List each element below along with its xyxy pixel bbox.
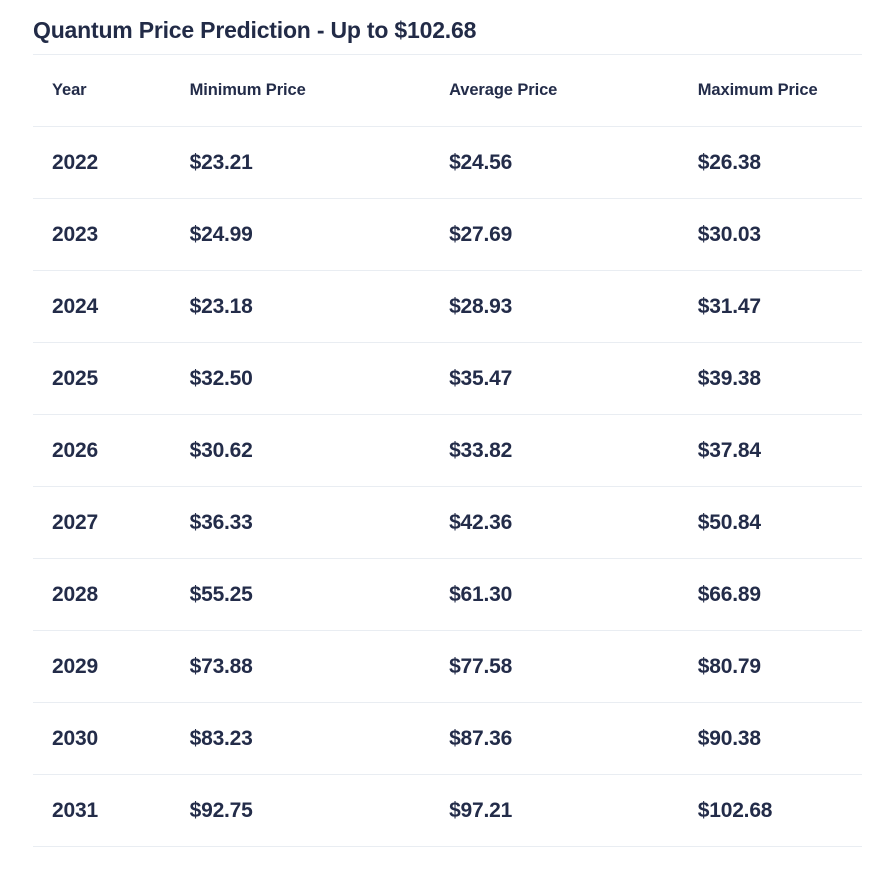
cell-average-price: $24.56	[430, 126, 679, 199]
cell-average-price: $27.69	[430, 198, 679, 271]
table-row: 2024 $23.18 $28.93 $31.47	[33, 270, 862, 343]
column-header-average-price: Average Price	[430, 54, 679, 127]
cell-minimum-price: $32.50	[170, 342, 431, 415]
cell-maximum-price: $39.38	[678, 342, 862, 415]
cell-year: 2031	[33, 774, 171, 847]
table-row: 2031 $92.75 $97.21 $102.68	[33, 774, 862, 847]
table-body: 2022 $23.21 $24.56 $26.38 2023 $24.99 $2…	[33, 126, 862, 847]
cell-minimum-price: $30.62	[170, 414, 431, 487]
cell-maximum-price: $90.38	[678, 702, 862, 775]
cell-year: 2026	[33, 414, 171, 487]
cell-minimum-price: $36.33	[170, 486, 431, 559]
cell-minimum-price: $24.99	[170, 198, 431, 271]
table-row: 2026 $30.62 $33.82 $37.84	[33, 414, 862, 487]
cell-minimum-price: $23.21	[170, 126, 431, 199]
cell-year: 2027	[33, 486, 171, 559]
cell-minimum-price: $23.18	[170, 270, 431, 343]
table-row: 2029 $73.88 $77.58 $80.79	[33, 630, 862, 703]
cell-average-price: $61.30	[430, 558, 679, 631]
cell-maximum-price: $66.89	[678, 558, 862, 631]
cell-average-price: $35.47	[430, 342, 679, 415]
table-row: 2023 $24.99 $27.69 $30.03	[33, 198, 862, 271]
cell-minimum-price: $83.23	[170, 702, 431, 775]
cell-year: 2022	[33, 126, 171, 199]
cell-average-price: $77.58	[430, 630, 679, 703]
table-row: 2027 $36.33 $42.36 $50.84	[33, 486, 862, 559]
cell-average-price: $42.36	[430, 486, 679, 559]
cell-minimum-price: $92.75	[170, 774, 431, 847]
cell-year: 2024	[33, 270, 171, 343]
cell-maximum-price: $102.68	[678, 774, 862, 847]
table-row: 2025 $32.50 $35.47 $39.38	[33, 342, 862, 415]
price-prediction-table: Year Minimum Price Average Price Maximum…	[33, 54, 862, 847]
cell-average-price: $33.82	[430, 414, 679, 487]
cell-year: 2025	[33, 342, 171, 415]
cell-average-price: $97.21	[430, 774, 679, 847]
column-header-minimum-price: Minimum Price	[170, 54, 431, 127]
column-header-year: Year	[33, 54, 171, 127]
column-header-maximum-price: Maximum Price	[678, 54, 862, 127]
table-header-row: Year Minimum Price Average Price Maximum…	[33, 54, 862, 127]
section-title: Quantum Price Prediction - Up to $102.68	[33, 17, 477, 43]
table-row: 2022 $23.21 $24.56 $26.38	[33, 126, 862, 199]
cell-maximum-price: $30.03	[678, 198, 862, 271]
cell-maximum-price: $31.47	[678, 270, 862, 343]
cell-year: 2028	[33, 558, 171, 631]
cell-year: 2023	[33, 198, 171, 271]
cell-average-price: $87.36	[430, 702, 679, 775]
cell-maximum-price: $80.79	[678, 630, 862, 703]
cell-minimum-price: $55.25	[170, 558, 431, 631]
cell-year: 2030	[33, 702, 171, 775]
table-row: 2030 $83.23 $87.36 $90.38	[33, 702, 862, 775]
cell-maximum-price: $37.84	[678, 414, 862, 487]
table-row: 2028 $55.25 $61.30 $66.89	[33, 558, 862, 631]
cell-maximum-price: $50.84	[678, 486, 862, 559]
cell-average-price: $28.93	[430, 270, 679, 343]
cell-year: 2029	[33, 630, 171, 703]
cell-minimum-price: $73.88	[170, 630, 431, 703]
cell-maximum-price: $26.38	[678, 126, 862, 199]
